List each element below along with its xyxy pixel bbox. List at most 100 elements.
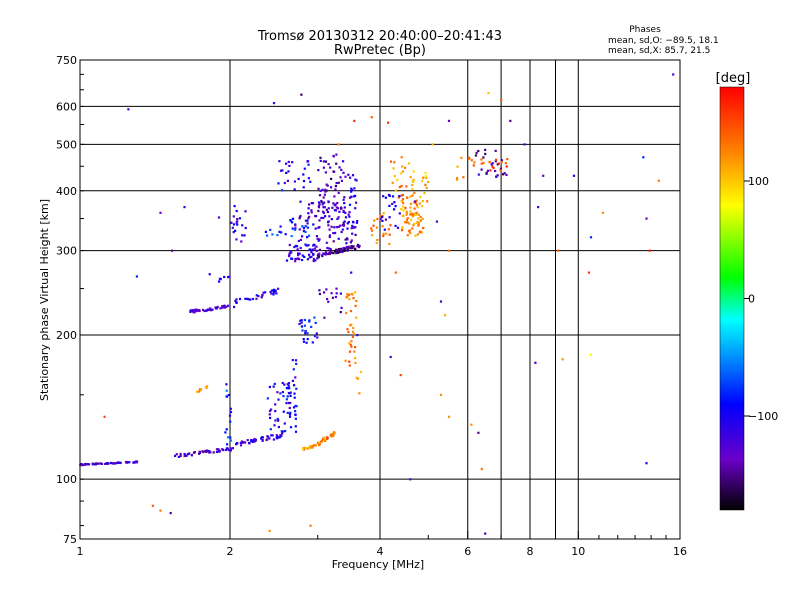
data-point: [308, 447, 311, 450]
data-point: [460, 156, 463, 159]
data-point: [352, 326, 355, 330]
data-point: [255, 297, 258, 300]
data-point: [272, 293, 275, 296]
data-point: [227, 436, 230, 439]
data-point: [589, 236, 593, 239]
data-point: [340, 179, 343, 182]
data-point: [318, 194, 322, 197]
data-point: [328, 252, 331, 256]
data-point: [387, 121, 390, 124]
data-point: [376, 238, 379, 242]
data-point: [218, 450, 221, 453]
data-point: [302, 173, 305, 176]
data-point: [340, 230, 343, 234]
data-point: [195, 310, 198, 313]
data-point: [326, 298, 329, 301]
data-point: [308, 234, 311, 237]
data-point: [485, 171, 488, 174]
data-point: [409, 231, 412, 235]
data-point: [371, 234, 374, 237]
data-point: [328, 247, 331, 250]
data-point: [310, 211, 313, 214]
data-point: [298, 217, 301, 220]
data-point: [401, 226, 404, 229]
data-point: [306, 258, 309, 261]
data-point: [391, 195, 395, 198]
data-point: [372, 224, 375, 227]
data-point: [477, 149, 480, 153]
data-point: [241, 224, 244, 227]
data-point: [279, 392, 282, 395]
data-point: [232, 215, 235, 218]
data-point: [287, 387, 290, 390]
data-point: [274, 410, 277, 413]
data-point: [300, 319, 303, 322]
data-point: [447, 249, 451, 252]
data-point: [304, 332, 307, 335]
data-point: [275, 434, 278, 437]
data-point: [413, 222, 416, 225]
data-point: [276, 391, 279, 394]
data-point: [227, 449, 230, 452]
data-point: [230, 221, 233, 224]
data-point: [175, 453, 178, 456]
data-point: [287, 382, 291, 385]
data-point: [410, 212, 413, 215]
data-point: [323, 193, 326, 196]
data-point: [229, 447, 232, 450]
data-point: [299, 319, 302, 322]
data-point: [490, 163, 493, 166]
data-point: [198, 450, 201, 453]
data-point: [351, 174, 355, 177]
data-point: [319, 189, 322, 192]
data-point: [352, 195, 355, 198]
data-point: [308, 319, 311, 322]
data-point: [302, 338, 305, 341]
data-point: [266, 435, 269, 438]
data-point: [326, 184, 329, 187]
data-point: [300, 321, 303, 324]
data-point: [203, 309, 206, 313]
data-point: [119, 461, 122, 464]
data-point: [337, 225, 340, 228]
data-point: [470, 423, 473, 426]
data-point: [342, 210, 345, 213]
data-point: [347, 173, 350, 176]
data-point: [302, 340, 306, 343]
data-point: [317, 201, 321, 204]
colorbar-ticks: 100 0 −100: [744, 175, 778, 423]
data-point: [316, 336, 319, 339]
data-point: [340, 168, 343, 171]
data-point: [346, 238, 349, 241]
data-point: [287, 160, 290, 163]
data-point: [356, 377, 360, 380]
data-point: [413, 191, 416, 194]
data-point: [325, 241, 328, 244]
data-point: [288, 243, 291, 247]
data-point: [312, 223, 315, 226]
data-point: [424, 175, 428, 178]
data-point: [399, 374, 402, 377]
data-point: [272, 438, 275, 441]
data-point: [381, 225, 384, 228]
data-point: [179, 452, 182, 456]
data-point: [339, 176, 342, 179]
data-point: [169, 512, 172, 515]
data-point: [499, 167, 502, 170]
data-point: [274, 403, 277, 406]
data-point: [199, 388, 203, 391]
data-point: [417, 224, 420, 227]
data-point: [477, 173, 480, 176]
data-point: [316, 254, 319, 257]
data-point: [321, 188, 324, 191]
data-point: [104, 462, 107, 465]
data-point: [300, 93, 303, 96]
data-point: [307, 217, 310, 220]
data-point: [480, 468, 483, 471]
data-point: [207, 308, 210, 312]
data-point: [443, 314, 447, 317]
data-point: [281, 391, 284, 394]
data-point: [293, 246, 296, 249]
x-tick-label: 16: [673, 545, 687, 558]
data-point: [274, 419, 277, 422]
